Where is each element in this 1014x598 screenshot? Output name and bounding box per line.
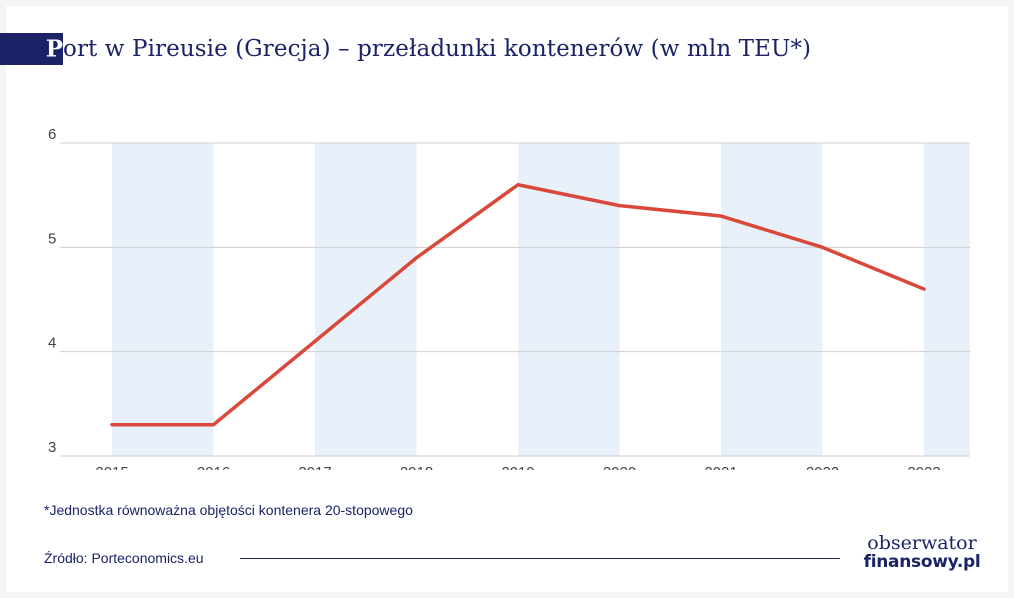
chart-title: P ort w Pireusie (Grecja) – przeładunki …: [0, 30, 811, 68]
data-point: [922, 287, 926, 291]
logo-text-bottom: finansowy.pl: [863, 552, 981, 572]
y-tick-label: 5: [48, 230, 56, 247]
footnote: *Jednostka równoważna objętości kontener…: [44, 502, 413, 518]
data-point: [516, 183, 520, 187]
data-point: [719, 214, 723, 218]
column-band: [924, 143, 970, 456]
data-point: [414, 256, 419, 260]
title-text: ort w Pireusie (Grecja) – przeładunki ko…: [63, 36, 812, 62]
title-accent-block: P: [0, 33, 63, 65]
data-point: [820, 245, 825, 249]
x-tick-label: 2017: [298, 464, 331, 470]
data-point: [211, 423, 216, 427]
source-text: Źródło: Porteconomics.eu: [44, 550, 204, 566]
column-band: [112, 143, 214, 456]
publisher-logo: obserwator finansowy.pl: [852, 534, 992, 578]
x-tick-label: 2016: [197, 464, 230, 470]
line-chart: 3 4 5 6 2015 2016 2017 2018 2019 2020 2021 2022 2023: [48, 126, 970, 470]
logo-text-top: obserwator: [867, 532, 977, 554]
x-tick-label: 2021: [704, 464, 737, 470]
y-tick-label: 4: [48, 335, 56, 352]
y-tick-label: 6: [48, 126, 56, 143]
x-tick-label: 2023: [907, 464, 940, 470]
data-point: [110, 423, 114, 427]
x-tick-label: 2019: [501, 464, 534, 470]
x-tick-label: 2015: [95, 464, 128, 470]
x-tick-label: 2020: [603, 464, 636, 470]
x-tick-label: 2018: [400, 464, 433, 470]
title-initial: P: [45, 35, 63, 63]
x-tick-label: 2022: [806, 464, 839, 470]
column-band: [721, 143, 823, 456]
data-point: [617, 204, 622, 208]
column-band: [518, 143, 620, 456]
source-divider: [240, 558, 840, 559]
y-tick-label: 3: [48, 439, 56, 456]
data-point: [313, 339, 317, 343]
